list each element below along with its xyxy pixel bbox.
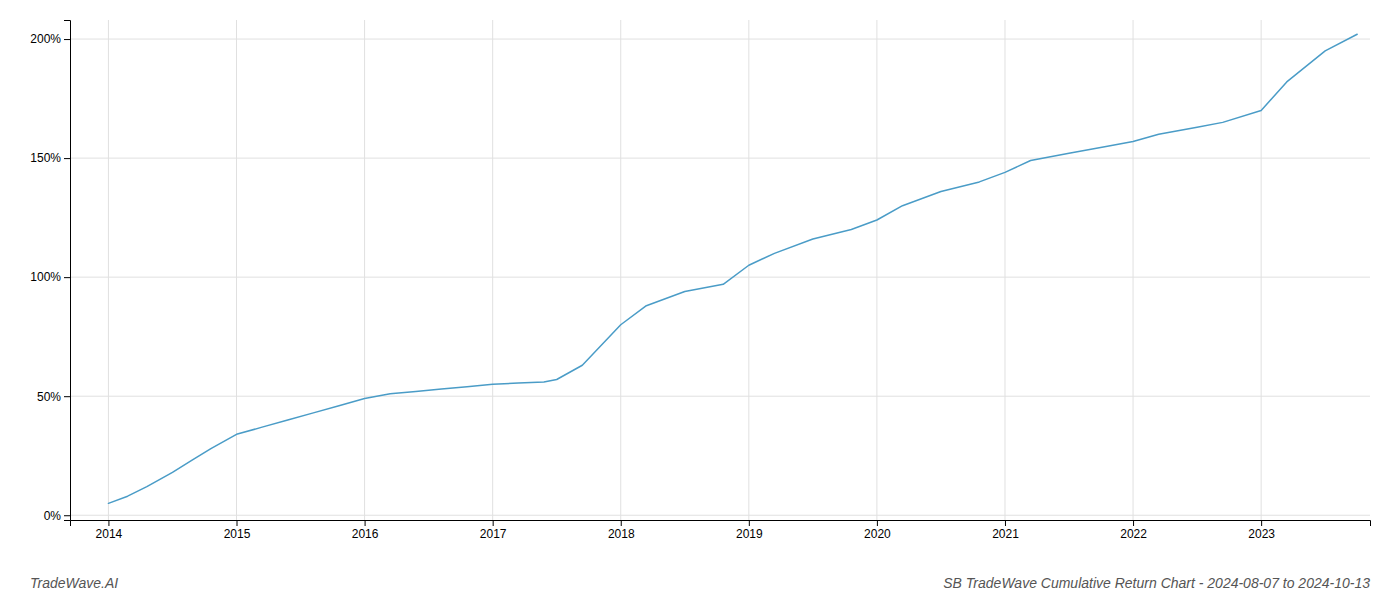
grid-line-x [492,20,493,520]
y-tick-label: 200% [30,32,61,46]
x-tick: 2022 [1120,520,1147,541]
y-tick: 150% [30,151,70,165]
x-tick: 2019 [736,520,763,541]
grid-line-x [748,20,749,520]
x-tick-mark [493,520,494,526]
x-tick-label: 2018 [608,527,635,541]
x-axis-line [71,521,1371,527]
watermark: TradeWave.AI [30,575,118,591]
grid-line-x [1133,20,1134,520]
grid-line-y [70,396,1370,397]
x-axis: 2014 2015 2016 2017 2018 2019 2020 2021 2022 2023 [71,520,1371,541]
x-tick: 2021 [992,520,1019,541]
y-axis-line [64,21,71,521]
y-tick: 0% [44,509,70,523]
y-tick-label: 50% [37,390,61,404]
x-tick: 2023 [1248,520,1275,541]
y-tick-label: 0% [44,509,62,523]
x-tick-label: 2020 [864,527,891,541]
x-tick-label: 2022 [1120,527,1147,541]
x-tick-label: 2016 [352,527,379,541]
x-tick-mark [749,520,750,526]
x-tick: 2014 [96,520,123,541]
x-tick-mark [1261,520,1262,526]
x-tick-label: 2015 [224,527,251,541]
chart: 2014 2015 2016 2017 2018 2019 2020 2021 2022 2023… [0,0,1400,600]
y-tick-mark [64,396,70,397]
x-tick: 2017 [480,520,507,541]
y-tick-label: 150% [30,151,61,165]
x-tick-label: 2014 [96,527,123,541]
x-tick-label: 2021 [992,527,1019,541]
grid-line-y [70,277,1370,278]
x-tick-mark [237,520,238,526]
x-tick-label: 2023 [1248,527,1275,541]
grid-line-x [876,20,877,520]
y-tick-mark [64,158,70,159]
grid-line-x [1004,20,1005,520]
grid-line-x [620,20,621,520]
grid-line-x [364,20,365,520]
grid-line-y [70,515,1370,516]
line [108,34,1357,503]
x-tick: 2016 [352,520,379,541]
y-axis: 0% 50% 100% 150% 200% [30,21,70,523]
x-tick: 2018 [608,520,635,541]
y-tick-label: 100% [30,270,61,284]
x-tick-label: 2019 [736,527,763,541]
x-tick-mark [621,520,622,526]
grid [70,20,1370,520]
title: SB TradeWave Cumulative Return Chart - 2… [943,575,1370,591]
y-tick: 50% [37,390,70,404]
grid-line-x [236,20,237,520]
y-tick: 100% [30,270,70,284]
y-tick-mark [64,39,70,40]
x-tick-mark [365,520,366,526]
x-tick-label: 2017 [480,527,507,541]
x-tick-mark [1005,520,1006,526]
y-tick: 200% [30,32,70,46]
x-tick-mark [877,520,878,526]
x-tick-mark [1133,520,1134,526]
plot-area [108,34,1357,503]
grid-line-y [70,158,1370,159]
x-tick-mark [108,520,109,526]
x-tick: 2015 [224,520,251,541]
grid-line-x [1261,20,1262,520]
x-tick: 2020 [864,520,891,541]
y-tick-mark [64,515,70,516]
y-tick-mark [64,277,70,278]
grid-line-x [108,20,109,520]
grid-line-y [70,39,1370,40]
